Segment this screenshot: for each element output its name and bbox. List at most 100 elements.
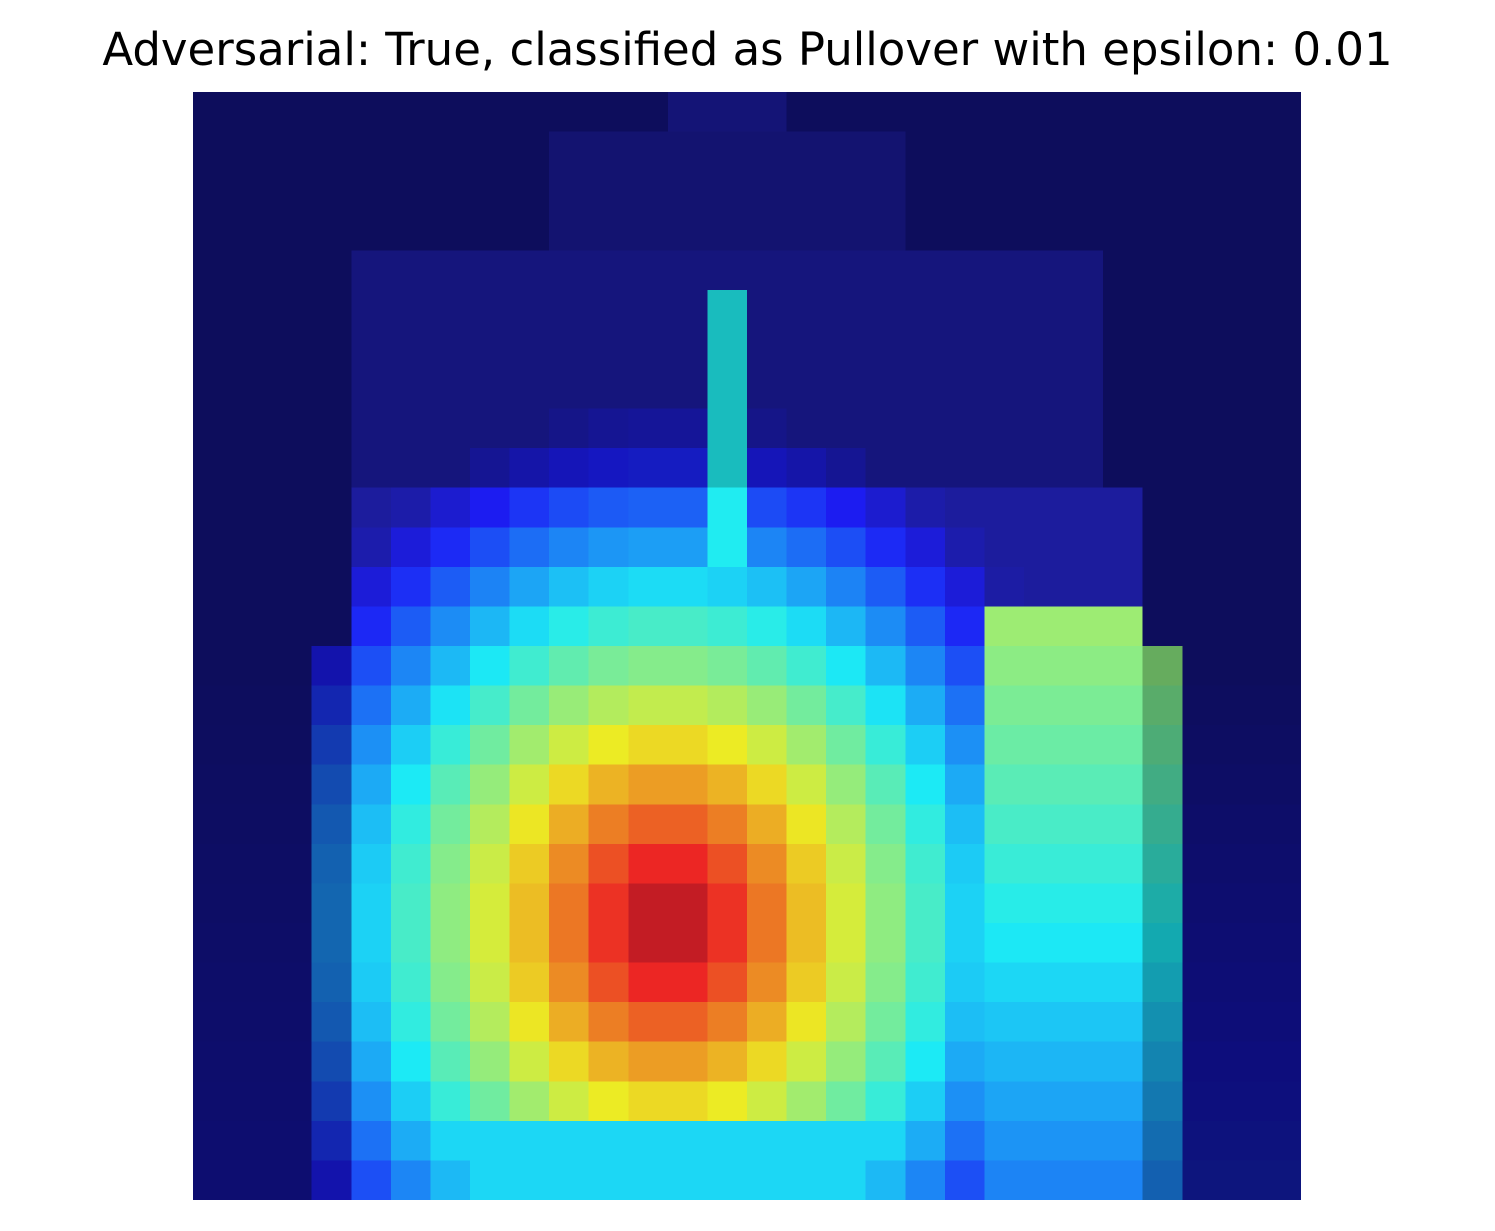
heatmap-cell — [667, 685, 709, 726]
heatmap-cell — [272, 171, 313, 212]
heatmap-cell — [1024, 1160, 1065, 1200]
heatmap-cell — [826, 131, 867, 172]
heatmap-cell — [905, 725, 946, 766]
heatmap-cell — [272, 566, 313, 608]
heatmap-cell — [1221, 1081, 1263, 1122]
heatmap-cell — [509, 487, 550, 529]
heatmap-cell — [984, 1120, 1025, 1162]
heatmap-cell — [786, 804, 827, 845]
heatmap-cell — [826, 250, 867, 291]
heatmap-cell — [430, 210, 471, 252]
heatmap-cell — [232, 962, 273, 1003]
heatmap-cell — [351, 92, 392, 133]
heatmap-cell — [549, 1160, 590, 1200]
heatmap-cell — [430, 448, 471, 489]
heatmap-cell — [1142, 210, 1184, 252]
heatmap-cell — [826, 1120, 867, 1162]
heatmap-cell — [588, 92, 630, 133]
heatmap-cell — [1103, 329, 1144, 370]
heatmap-cell — [390, 408, 432, 449]
heatmap-cell — [272, 289, 313, 331]
heatmap-cell — [905, 883, 946, 924]
heatmap-cell — [1142, 448, 1184, 489]
heatmap-cell — [311, 1120, 353, 1162]
heatmap-cell — [984, 1002, 1025, 1043]
heatmap-cell — [747, 685, 788, 726]
heatmap-cell — [1063, 1120, 1104, 1162]
heatmap-cell — [1024, 1081, 1065, 1122]
heatmap-cell — [351, 448, 392, 489]
heatmap-cell — [311, 1002, 353, 1043]
heatmap-cell — [905, 606, 946, 647]
heatmap-cell — [509, 566, 550, 608]
heatmap-cell — [1261, 448, 1301, 489]
heatmap-cell — [1182, 1120, 1223, 1162]
heatmap-cell — [232, 606, 273, 647]
heatmap-cell — [707, 646, 748, 687]
heatmap-cell — [905, 250, 946, 291]
heatmap-cell — [549, 804, 590, 845]
heatmap-cell — [351, 1081, 392, 1122]
heatmap-cell — [588, 1081, 630, 1122]
heatmap-cell — [1103, 92, 1144, 133]
heatmap-cell — [747, 566, 788, 608]
heatmap-cell — [747, 448, 788, 489]
heatmap-cell — [628, 1081, 669, 1122]
heatmap-cell — [786, 646, 827, 687]
heatmap-cell — [747, 408, 788, 449]
heatmap-cell — [667, 289, 709, 331]
heatmap-cell — [232, 566, 273, 608]
heatmap-cell — [430, 487, 471, 529]
heatmap-cell — [1182, 1041, 1223, 1083]
heatmap-cell — [272, 1002, 313, 1043]
heatmap-cell — [826, 1002, 867, 1043]
heatmap-cell — [944, 883, 986, 924]
heatmap-cell — [588, 1160, 630, 1200]
heatmap-cell — [272, 646, 313, 687]
heatmap-cell — [430, 369, 471, 410]
heatmap-cell — [1182, 210, 1223, 252]
heatmap-cell — [470, 1081, 511, 1122]
heatmap-cell — [430, 843, 471, 885]
heatmap-cell — [1142, 369, 1184, 410]
heatmap-cell — [351, 131, 392, 172]
heatmap-cell — [905, 289, 946, 331]
heatmap-cell — [707, 843, 748, 885]
heatmap-cell — [707, 883, 748, 924]
heatmap-cell — [944, 764, 986, 806]
heatmap-cell — [1142, 843, 1184, 885]
heatmap-cell — [232, 646, 273, 687]
heatmap-cell — [1142, 1002, 1184, 1043]
heatmap-cell — [786, 685, 827, 726]
heatmap-cell — [1182, 171, 1223, 212]
heatmap-cell — [984, 250, 1025, 291]
heatmap-cell — [1024, 369, 1065, 410]
heatmap-cell — [628, 725, 669, 766]
heatmap-cell — [1142, 804, 1184, 845]
heatmap-cell — [509, 764, 550, 806]
heatmap-cell — [628, 883, 669, 924]
heatmap-cell — [1142, 1081, 1184, 1122]
heatmap-cell — [430, 883, 471, 924]
heatmap-cell — [944, 329, 986, 370]
heatmap-cell — [1024, 1120, 1065, 1162]
heatmap-cell — [747, 369, 788, 410]
heatmap-cell — [193, 883, 234, 924]
heatmap-cell — [1024, 923, 1065, 964]
heatmap-cell — [944, 606, 986, 647]
heatmap-cell — [1103, 131, 1144, 172]
heatmap-cell — [588, 289, 630, 331]
heatmap-cell — [470, 448, 511, 489]
heatmap-cell — [509, 131, 550, 172]
heatmap-cell — [351, 408, 392, 449]
heatmap-cell — [1103, 408, 1144, 449]
heatmap-cell — [1221, 1041, 1263, 1083]
heatmap-cell — [865, 131, 907, 172]
heatmap-cell — [944, 487, 986, 529]
heatmap-cell — [470, 804, 511, 845]
heatmap-cell — [786, 289, 827, 331]
heatmap-cell — [1103, 527, 1144, 568]
heatmap-cell — [667, 92, 709, 133]
heatmap-cell — [747, 1081, 788, 1122]
heatmap-cell — [905, 408, 946, 449]
